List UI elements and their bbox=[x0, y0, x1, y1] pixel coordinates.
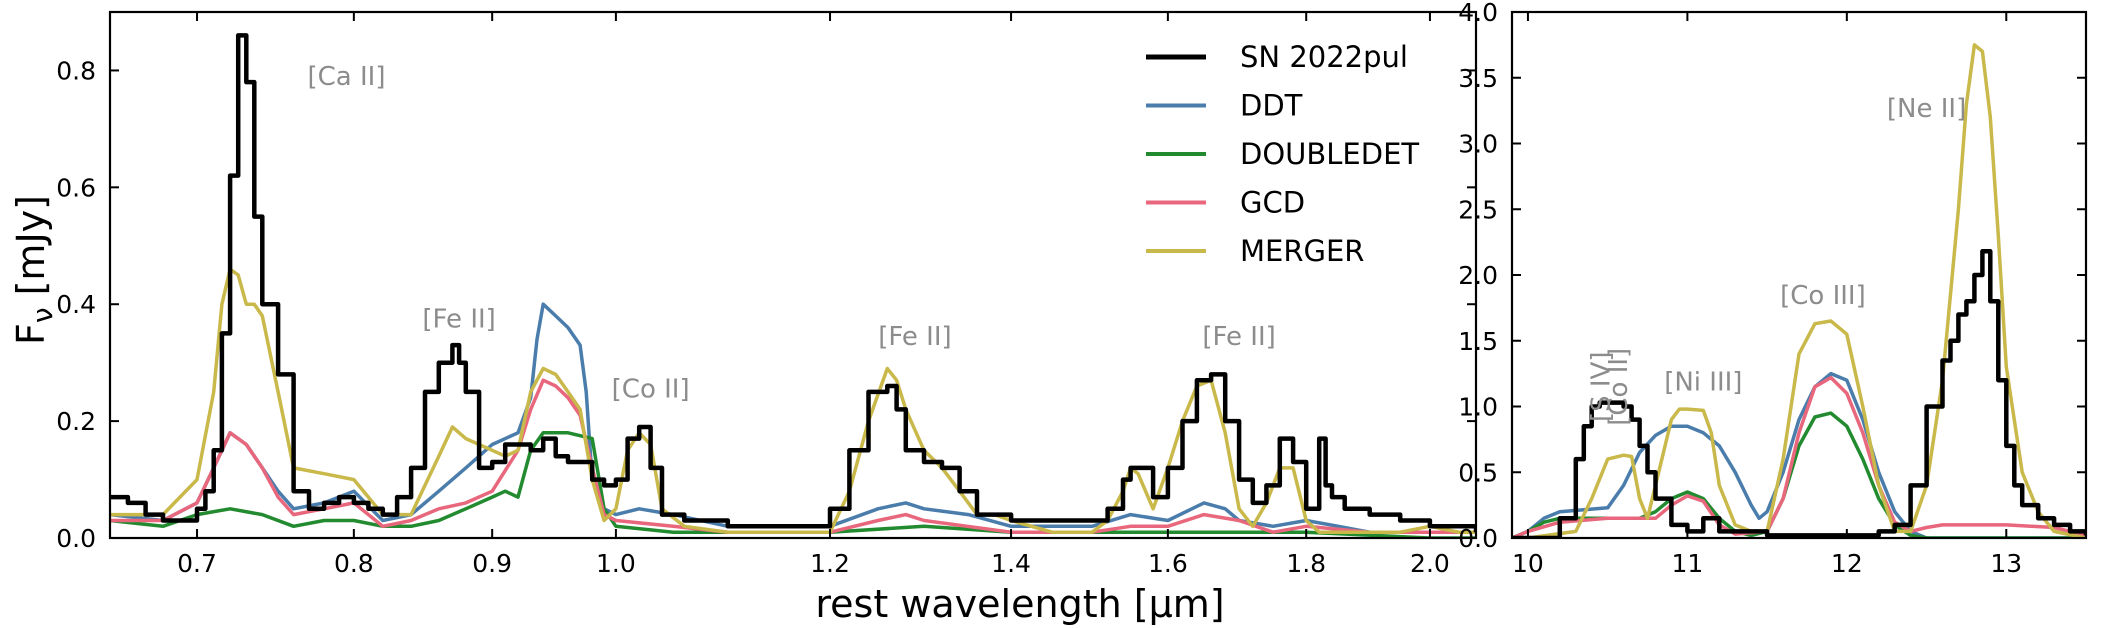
y-tick-label: 0.4 bbox=[56, 290, 96, 319]
right-panel-series bbox=[1512, 43, 2086, 538]
legend: SN 2022pul DDT DOUBLEDET GCD MERGER bbox=[1146, 40, 1419, 268]
right-panel-axes: 10 11 12 13 0.0 0.5 1.0 1.5 2.0 2.5 3.0 3.5 4.0 bbox=[1458, 0, 2088, 578]
y-tick-label: 1.0 bbox=[1458, 393, 1498, 422]
x-tick-label: 1.2 bbox=[810, 549, 850, 578]
annotation-label: [Ca II] bbox=[307, 62, 385, 92]
annotation-label: [Co III] bbox=[1780, 281, 1866, 311]
annotation-label: [Fe II] bbox=[1202, 322, 1275, 352]
legend-label-ddt: DDT bbox=[1240, 89, 1303, 123]
r-series-merger bbox=[1512, 43, 2086, 538]
x-tick-label: 1.8 bbox=[1286, 549, 1326, 578]
x-tick-label: 0.8 bbox=[334, 549, 374, 578]
l-series-merger bbox=[110, 267, 1476, 534]
annotation-label: [Co II] bbox=[1604, 348, 1634, 426]
right-panel: [Ne II][Co III][Ni III][S IV][Co II] 10 1… bbox=[1458, 0, 2088, 578]
left-panel-axes: 0.7 0.8 0.9 1.0 1.2 1.4 1.6 1.8 2.0 0.0 0.2 0.4 0.6 0… bbox=[56, 10, 1478, 578]
x-tick-label: 10 bbox=[1512, 549, 1544, 578]
legend-label-gcd: GCD bbox=[1240, 186, 1305, 220]
l-series-gcd bbox=[110, 378, 1476, 534]
right-panel-annotations: [Ne II] [Co III] [Ni III] [S IV][Co II] bbox=[1586, 94, 1966, 426]
y-tick-label: 4.0 bbox=[1458, 0, 1498, 27]
x-tick-label: 0.7 bbox=[177, 549, 217, 578]
x-tick-label: 0.9 bbox=[472, 549, 512, 578]
y-tick-label: 0.0 bbox=[56, 524, 96, 553]
left-panel-series bbox=[110, 33, 1476, 538]
annotation-label: [Co II] bbox=[612, 375, 690, 405]
legend-label-sn-2022pul: SN 2022pul bbox=[1240, 40, 1408, 74]
r-series-ddt bbox=[1512, 371, 2086, 538]
l-series-sn-2022pul bbox=[110, 33, 1476, 533]
x-tick-label: 13 bbox=[1990, 549, 2022, 578]
y-tick-label: 2.0 bbox=[1458, 261, 1498, 290]
left-panel-annotations: [Ca II] [Fe II] [Co II] [Fe II] [Fe II] bbox=[307, 62, 1275, 405]
y-tick-label: 0.5 bbox=[1458, 458, 1498, 487]
legend-label-merger: MERGER bbox=[1240, 234, 1364, 268]
y-tick-label: 3.5 bbox=[1458, 64, 1498, 93]
annotation-label: [Fe II] bbox=[422, 305, 495, 335]
annotation-label: [Ne II] bbox=[1887, 94, 1966, 124]
y-tick-label: 3.0 bbox=[1458, 130, 1498, 159]
x-axis-label: rest wavelength [μm] bbox=[815, 582, 1224, 626]
y-tick-label: 0.2 bbox=[56, 407, 96, 436]
r-series-sn-2022pul bbox=[1512, 249, 2086, 538]
x-tick-label: 1.4 bbox=[991, 549, 1031, 578]
x-tick-label: 11 bbox=[1671, 549, 1703, 578]
l-series-ddt bbox=[110, 302, 1476, 534]
x-tick-label: 1.0 bbox=[596, 549, 636, 578]
y-tick-label: 1.5 bbox=[1458, 327, 1498, 356]
annotation-label: [Fe II] bbox=[878, 322, 951, 352]
x-tick-label: 2.0 bbox=[1410, 549, 1450, 578]
l-axes-frame bbox=[108, 10, 1478, 540]
annotation-label: [Ni III] bbox=[1664, 368, 1742, 398]
y-axis-label: Fν [mJy] bbox=[9, 195, 59, 345]
annotation-label: [S IV] bbox=[1586, 352, 1616, 423]
y-tick-label: 0.8 bbox=[56, 56, 96, 85]
x-tick-label: 12 bbox=[1831, 549, 1863, 578]
legend-label-doubledet: DOUBLEDET bbox=[1240, 137, 1419, 171]
y-tick-label: 0.0 bbox=[1458, 524, 1498, 553]
left-panel: [Ca II][Fe II][Co II][Fe II] [Fe II] 0.7 0… bbox=[56, 10, 1478, 578]
r-series-gcd bbox=[1512, 375, 2086, 538]
y-tick-label: 2.5 bbox=[1458, 195, 1498, 224]
y-tick-label: 0.6 bbox=[56, 173, 96, 202]
x-tick-label: 1.6 bbox=[1148, 549, 1188, 578]
